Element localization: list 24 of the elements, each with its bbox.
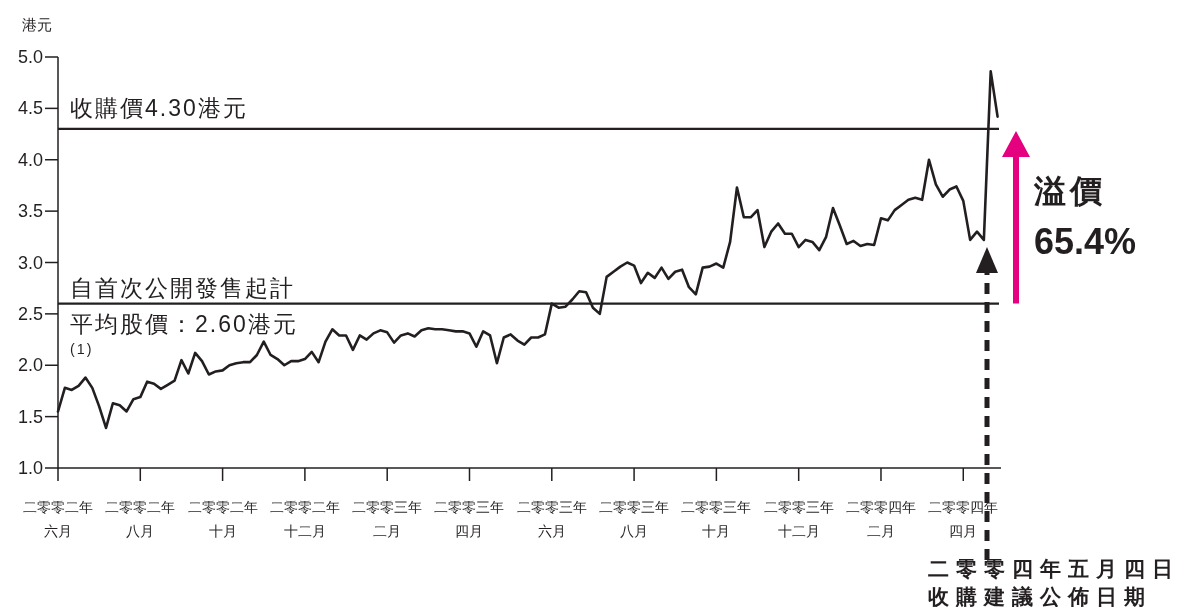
x-tick-label: 二零零二年十二月 [269, 499, 340, 539]
annotation: 溢價 65.4% [1034, 172, 1137, 262]
y-tick-label: 4.0 [17, 149, 43, 170]
y-tick-label: 4.5 [17, 98, 43, 119]
x-tick-label: 二零零三年四月 [434, 499, 505, 539]
x-tick-label: 二零零二年八月 [105, 499, 176, 539]
y-tick-label: 2.5 [17, 303, 43, 324]
x-tick-label: 二零零三年八月 [599, 499, 670, 539]
y-tick-label: 3.0 [17, 252, 43, 273]
x-tick-label: 二零零四年二月 [846, 499, 916, 539]
y-tick-label: 5.0 [17, 47, 43, 67]
y-tick-label: 1.5 [17, 406, 43, 427]
y-axis-title: 港元 [22, 16, 52, 33]
annotation: 二零零四年五月四日收購建議公佈日期 [928, 557, 1180, 607]
x-tick-label: 二零零三年六月 [516, 499, 587, 539]
y-tick-label: 3.5 [17, 201, 43, 222]
y-tick-label: 1.0 [17, 458, 43, 478]
x-tick-label: 二零零二年六月 [23, 499, 93, 539]
x-tick-label: 二零零三年十二月 [763, 499, 834, 539]
y-tick-label: 2.0 [17, 355, 43, 376]
x-tick-label: 二零零三年十月 [681, 499, 752, 539]
x-tick-label: 二零零二年十月 [187, 499, 258, 539]
ref-line-label: 收購價4.30港元 [70, 94, 248, 121]
x-tick-label: 二零零三年二月 [352, 499, 423, 539]
